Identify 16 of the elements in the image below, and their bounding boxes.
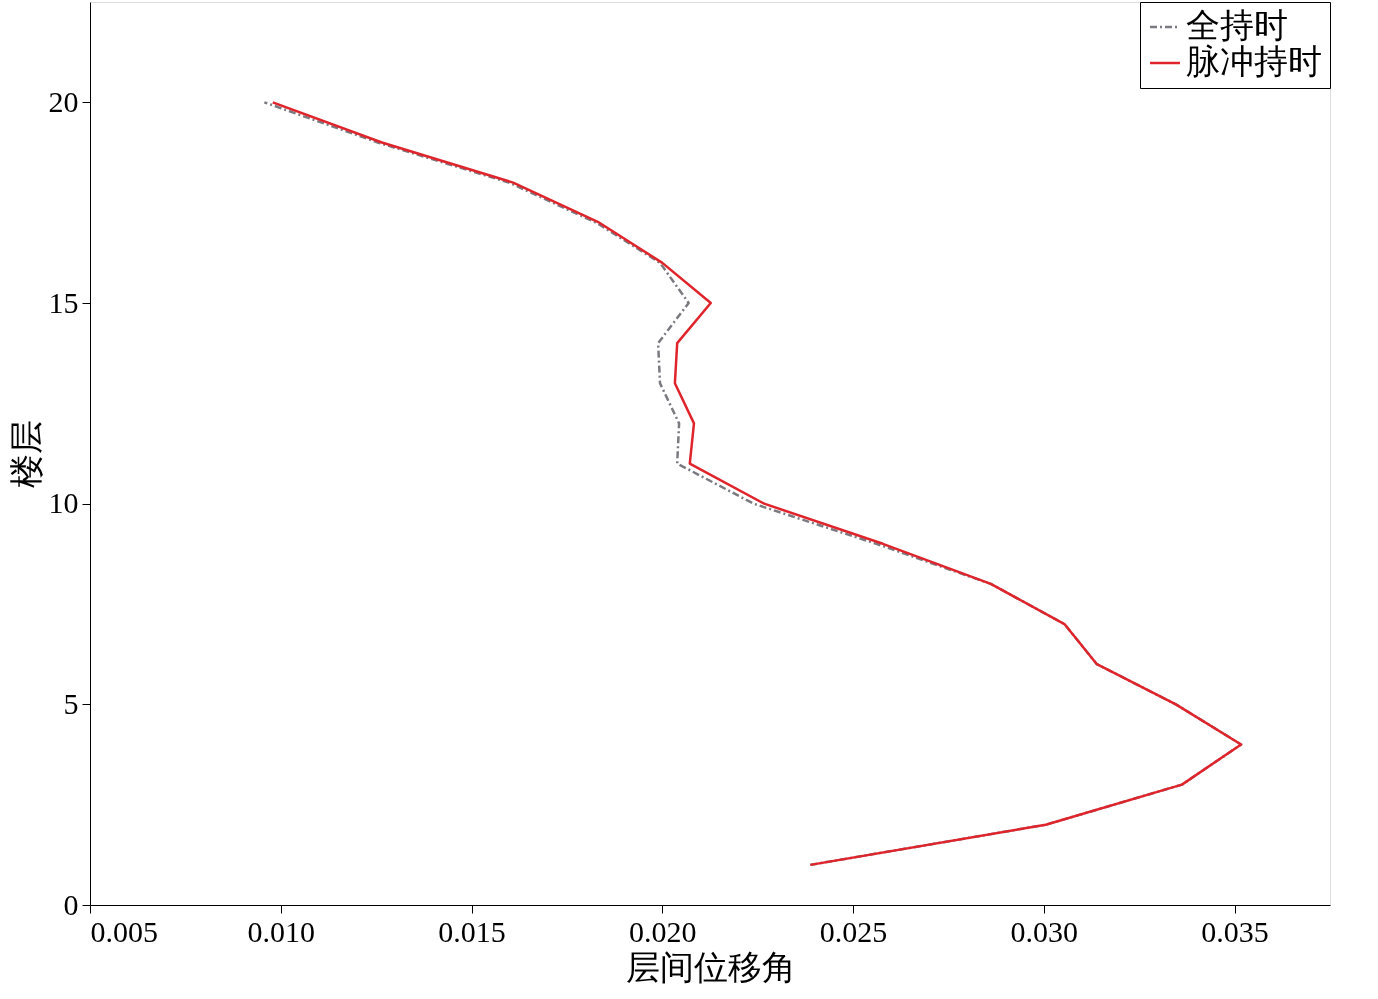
y-tick-label: 15 [48, 285, 79, 319]
x-tick-label: 0.005 [90, 914, 158, 948]
x-tick-label: 0.025 [819, 914, 888, 948]
y-tick-label: 0 [63, 887, 79, 921]
x-tick-label: 0.035 [1201, 914, 1269, 948]
x-tick-label: 0.015 [438, 914, 506, 948]
x-axis-title: 层间位移角 [625, 948, 796, 986]
x-tick-label: 0.030 [1010, 914, 1079, 948]
y-tick-label: 10 [48, 486, 79, 520]
x-tick-label: 0.010 [247, 914, 316, 948]
x-tick-label: 0.020 [629, 914, 697, 948]
y-tick-label: 20 [48, 84, 79, 118]
legend-label: 脉冲持时 [1186, 43, 1322, 80]
y-tick-label: 5 [63, 686, 79, 720]
y-axis-title: 楼层 [7, 420, 45, 488]
legend-label: 全持时 [1186, 7, 1288, 44]
